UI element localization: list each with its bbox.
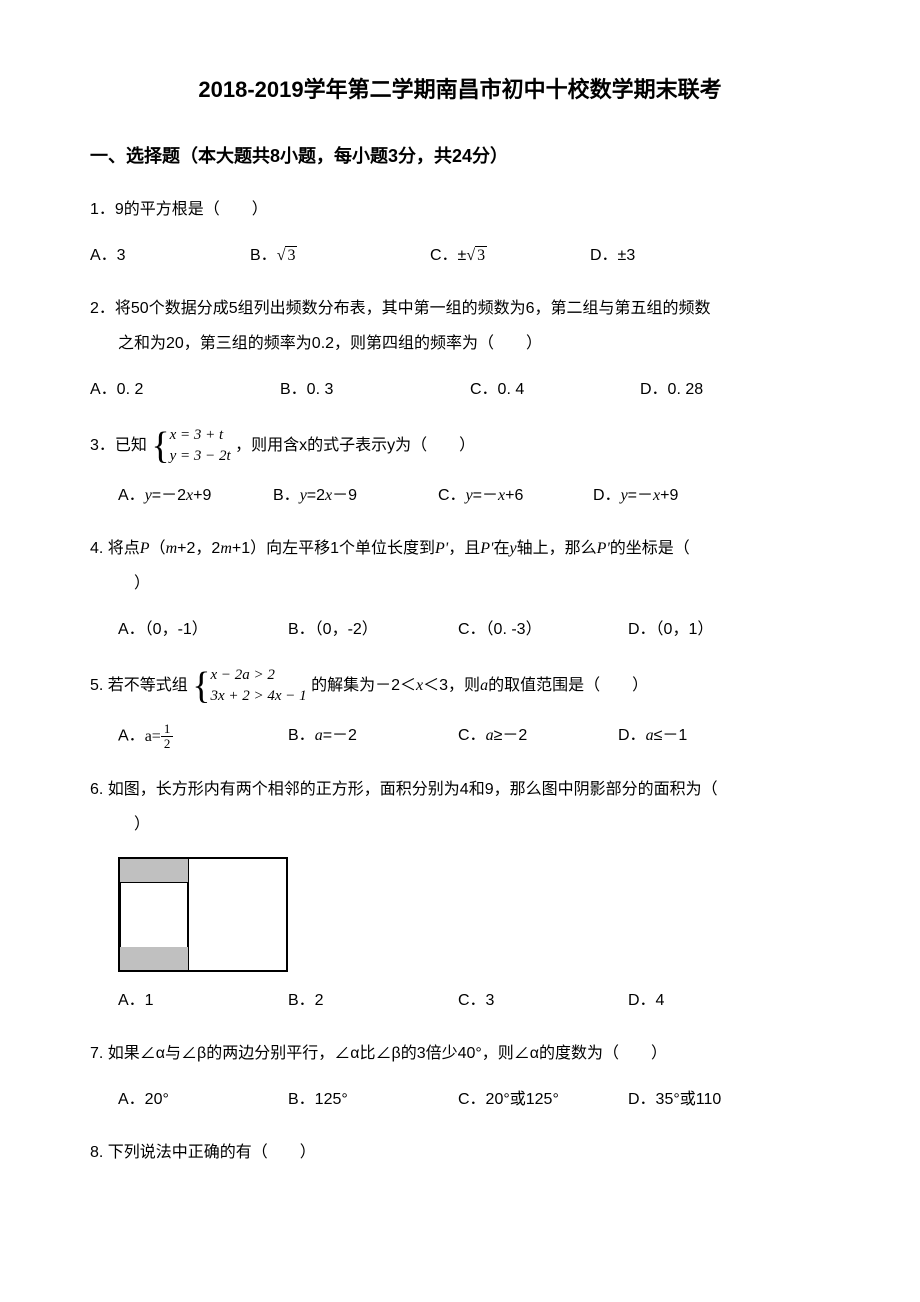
q4-option-d: D．（0，1） <box>628 616 713 645</box>
exam-title: 2018-2019学年第二学期南昌市初中十校数学期末联考 <box>90 70 830 110</box>
question-6: 6. 如图，长方形内有两个相邻的正方形，面积分别为4和9，那么图中阴影部分的面积… <box>90 772 830 842</box>
question-1-options: A．3 B．√3 C．±√3 D．±3 <box>90 242 830 271</box>
q6-option-b: B．2 <box>288 987 458 1016</box>
question-3-options: A．y=－2x+9 B．y=2x－9 C．y=－x+6 D．y=－x+9 <box>90 482 830 511</box>
q6-option-d: D．4 <box>628 987 664 1016</box>
question-5-options: A．a=12 B．a=－2 C．a≥－2 D．a≤－1 <box>90 722 830 752</box>
q5-option-a: A．a=12 <box>118 722 288 752</box>
q5-option-d: D．a≤－1 <box>618 722 687 752</box>
q5-option-c: C．a≥－2 <box>458 722 618 752</box>
q3-option-b: B．y=2x－9 <box>273 482 438 511</box>
question-7: 7. 如果∠α与∠β的两边分别平行，∠α比∠β的3倍少40°，则∠α的度数为（ … <box>90 1036 830 1071</box>
question-7-options: A．20° B．125° C．20°或125° D．35°或110 <box>90 1086 830 1115</box>
q1-option-d: D．±3 <box>590 242 750 271</box>
q7-option-c: C．20°或125° <box>458 1086 628 1115</box>
question-6-figure <box>118 857 830 972</box>
question-8: 8. 下列说法中正确的有（ ） <box>90 1135 830 1170</box>
q3-option-a: A．y=－2x+9 <box>118 482 273 511</box>
question-6-options: A．1 B．2 C．3 D．4 <box>90 987 830 1016</box>
q5-option-b: B．a=－2 <box>288 722 458 752</box>
q2-option-b: B．0. 3 <box>280 376 470 405</box>
q7-option-d: D．35°或110 <box>628 1086 721 1115</box>
question-2: 2．将50个数据分成5组列出频数分布表，其中第一组的频数为6，第二组与第五组的频… <box>90 291 830 361</box>
q1-option-c: C．±√3 <box>430 242 590 271</box>
question-4-options: A．（0，-1） B．（0，-2） C．（0. -3） D．（0，1） <box>90 616 830 645</box>
question-5: 5. 若不等式组 { x − 2a > 2 3x + 2 > 4x − 1 的解… <box>90 665 830 707</box>
question-2-options: A．0. 2 B．0. 3 C．0. 4 D．0. 28 <box>90 376 830 405</box>
q2-option-a: A．0. 2 <box>90 376 280 405</box>
q2-option-d: D．0. 28 <box>640 376 703 405</box>
question-1: 1．9的平方根是（ ） <box>90 192 830 227</box>
q1-option-b: B．√3 <box>250 242 430 271</box>
q4-option-a: A．（0，-1） <box>118 616 288 645</box>
question-4: 4. 将点P（m+2，2m+1）向左平移1个单位长度到P'，且P'在y轴上，那么… <box>90 531 830 601</box>
q3-option-c: C．y=－x+6 <box>438 482 593 511</box>
q6-option-c: C．3 <box>458 987 628 1016</box>
q2-option-c: C．0. 4 <box>470 376 640 405</box>
q3-option-d: D．y=－x+9 <box>593 482 678 511</box>
q7-option-a: A．20° <box>118 1086 288 1115</box>
q4-option-b: B．（0，-2） <box>288 616 458 645</box>
question-3: 3．已知 { x = 3 + t y = 3 − 2t ，则用含x的式子表示y为… <box>90 425 830 467</box>
q4-option-c: C．（0. -3） <box>458 616 628 645</box>
q7-option-b: B．125° <box>288 1086 458 1115</box>
q1-option-a: A．3 <box>90 242 250 271</box>
q6-option-a: A．1 <box>118 987 288 1016</box>
section-1-header: 一、选择题（本大题共8小题，每小题3分，共24分） <box>90 140 830 172</box>
